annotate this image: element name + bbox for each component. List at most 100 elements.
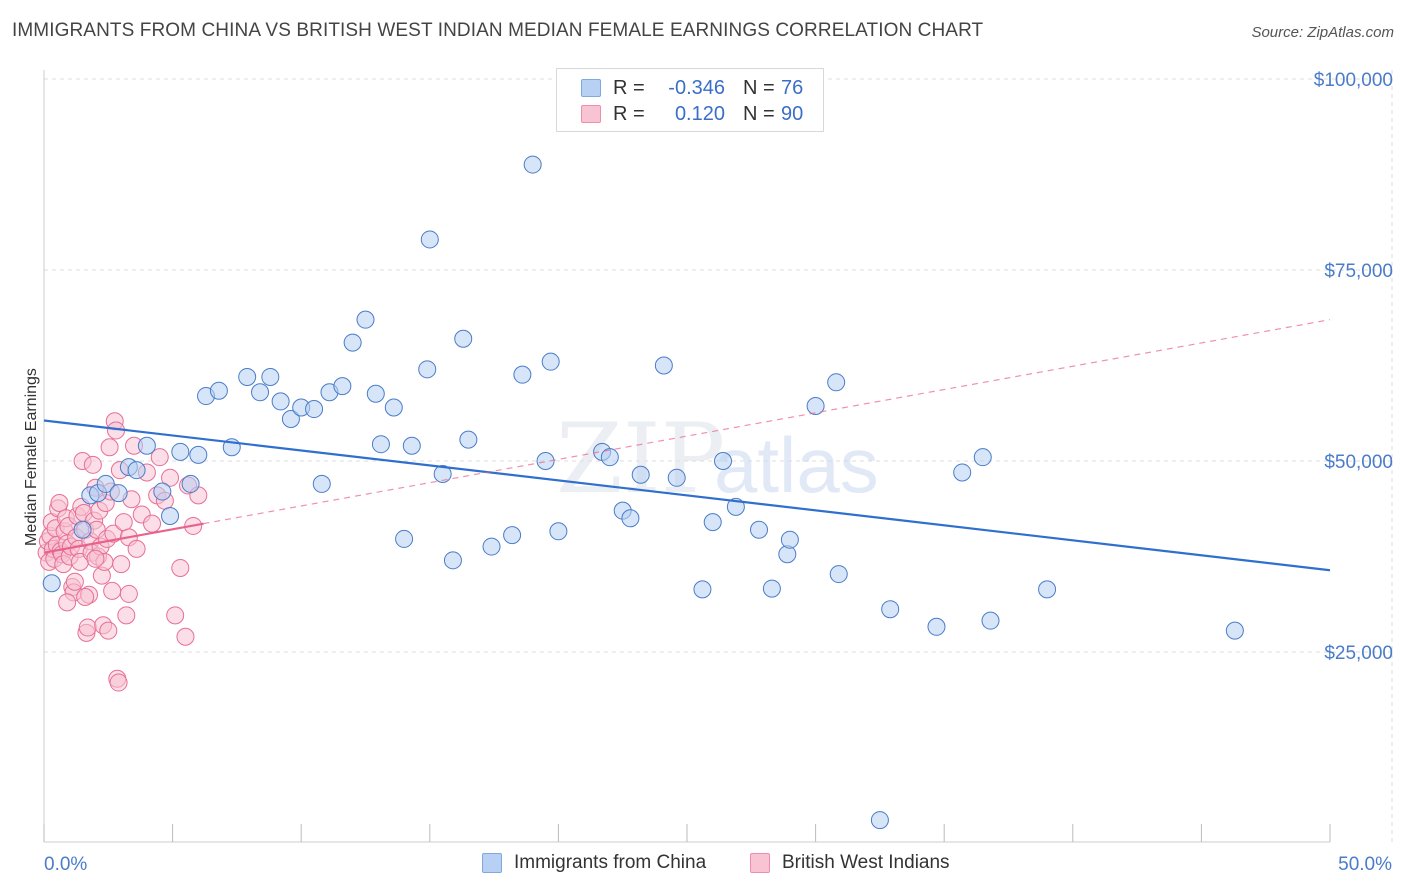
point-china (973, 448, 992, 467)
point-china (503, 526, 522, 545)
point-china (189, 445, 208, 464)
point-china (251, 383, 270, 402)
point-china (127, 461, 146, 480)
watermark-zip: ZIP (556, 403, 725, 515)
point-china (654, 356, 673, 375)
trend-line-bwi-extrapolated (203, 319, 1331, 525)
point-china (1038, 580, 1057, 599)
point-china (762, 579, 781, 598)
point-british-west-indians (86, 549, 105, 568)
point-british-west-indians (109, 673, 128, 692)
point-china (780, 530, 799, 549)
y-axis-label: Median Female Earnings (23, 368, 40, 546)
point-british-west-indians (117, 606, 136, 625)
point-china (42, 574, 61, 593)
point-china (343, 333, 362, 352)
point-china (137, 436, 156, 455)
y-tick-label: $25,000 (1324, 643, 1393, 664)
point-china (523, 155, 542, 174)
point-british-west-indians (143, 514, 162, 533)
legend-label-bwi: British West Indians (782, 852, 950, 873)
trend-line-china (43, 419, 1331, 572)
series-legend: Immigrants from China British West India… (0, 852, 1406, 878)
source-credit: Source: ZipAtlas.com (1251, 24, 1394, 41)
y-tick-label: $100,000 (1314, 70, 1393, 91)
point-china (238, 367, 257, 386)
watermark-atlas: atlas (714, 421, 879, 509)
point-british-west-indians (119, 584, 138, 603)
point-china (693, 580, 712, 599)
point-british-west-indians (83, 455, 102, 474)
y-tick-label: $75,000 (1324, 261, 1393, 282)
point-china (395, 529, 414, 548)
y-tick-labels: $25,000 $50,000 $75,000 $100,000 (1314, 70, 1393, 664)
point-china (927, 617, 946, 636)
x-tick-label-max: 50.0% (1338, 854, 1392, 875)
point-china (73, 520, 92, 539)
axes (43, 70, 1331, 843)
legend-row-bwi: R = 0.120 N = 90 (581, 101, 803, 127)
legend-swatch-bwi (581, 105, 601, 123)
point-china (109, 484, 128, 503)
point-china (443, 551, 462, 570)
point-china (482, 537, 501, 556)
point-china (549, 522, 568, 541)
point-british-west-indians (176, 627, 195, 646)
point-china (703, 513, 722, 532)
point-china (541, 352, 560, 371)
point-china (827, 373, 846, 392)
legend-n-value: 76 (781, 76, 804, 99)
point-china (454, 329, 473, 348)
point-british-west-indians (112, 555, 131, 574)
point-china (881, 600, 900, 619)
point-china (714, 452, 733, 470)
trend-lines (43, 319, 1331, 572)
legend-n-label: N = (743, 102, 775, 125)
y-tick-label: $50,000 (1324, 452, 1393, 473)
correlation-legend: R = -0.346 N = 76 R = 0.120 N = 90 (556, 68, 824, 132)
legend-r-label: R = (613, 76, 645, 99)
point-china (153, 482, 172, 501)
point-british-west-indians (58, 593, 77, 612)
legend-row-china: R = -0.346 N = 76 (581, 75, 803, 101)
point-china (161, 507, 180, 526)
series-china-points (42, 155, 1244, 830)
point-china (631, 465, 650, 484)
point-china (418, 360, 437, 379)
point-china (402, 436, 421, 455)
trend-line-bwi (43, 522, 204, 554)
point-china (981, 611, 1000, 630)
legend-item-bwi[interactable]: British West Indians (750, 852, 950, 874)
point-china (96, 474, 115, 493)
point-british-west-indians (161, 468, 180, 487)
point-british-west-indians (50, 494, 69, 513)
point-british-west-indians (76, 587, 95, 606)
point-china (513, 365, 532, 384)
point-china (356, 310, 375, 329)
point-china (420, 230, 439, 249)
point-china (384, 398, 403, 417)
point-china (806, 396, 825, 415)
legend-swatch-china (581, 79, 601, 97)
legend-r-label: R = (613, 102, 645, 125)
legend-item-china[interactable]: Immigrants from China (482, 852, 706, 874)
legend-n-label: N = (743, 76, 775, 99)
point-china (333, 377, 352, 396)
point-china (829, 565, 848, 584)
legend-swatch-china (482, 853, 502, 873)
point-china (750, 520, 769, 539)
point-china (870, 811, 889, 830)
point-china (171, 442, 190, 461)
chart-title: IMMIGRANTS FROM CHINA VS BRITISH WEST IN… (12, 20, 984, 41)
point-china (371, 435, 390, 454)
point-british-west-indians (114, 513, 133, 532)
legend-swatch-bwi (750, 853, 770, 873)
point-british-west-indians (127, 539, 146, 558)
point-china (459, 430, 478, 449)
point-china (261, 367, 280, 386)
point-china (536, 452, 555, 470)
point-china (600, 448, 619, 467)
legend-label-china: Immigrants from China (514, 852, 707, 873)
point-china (209, 381, 228, 400)
